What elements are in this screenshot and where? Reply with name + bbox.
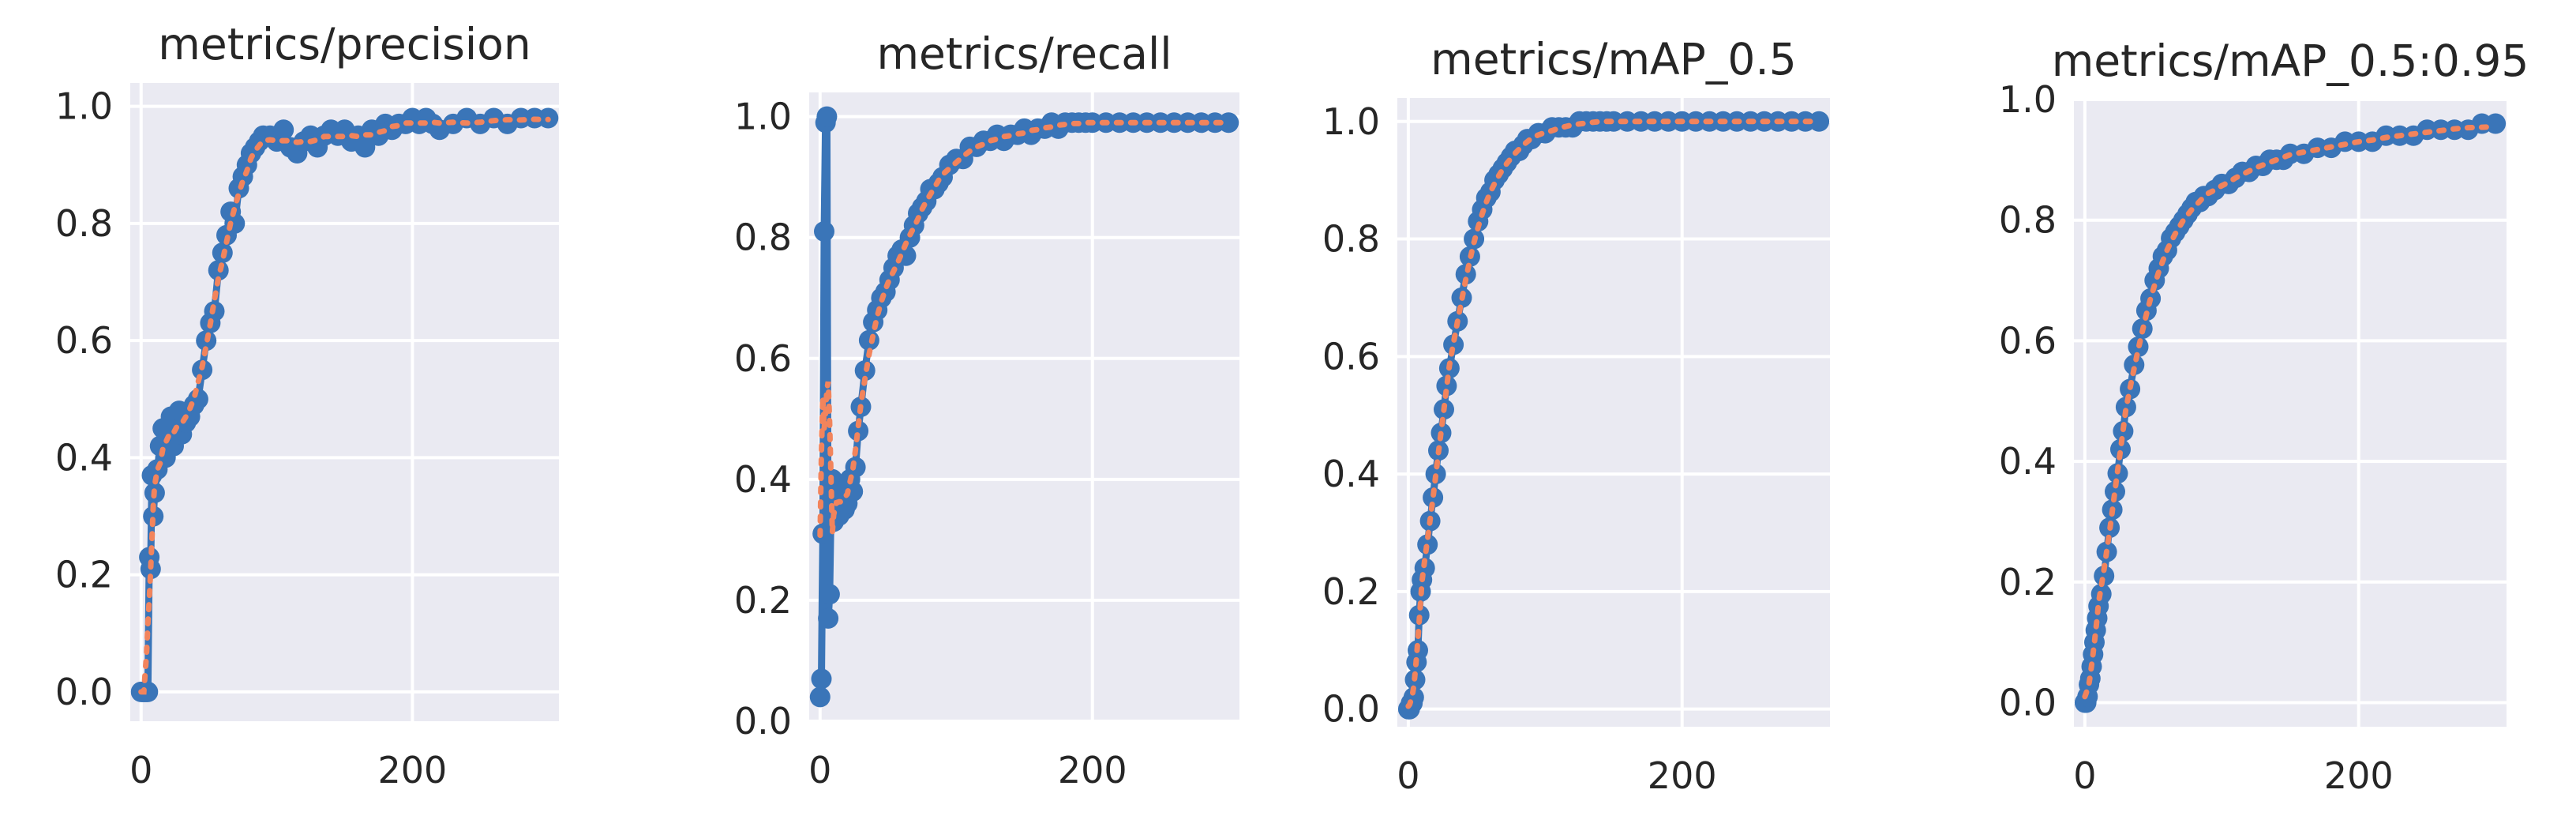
data-point [1443,334,1464,355]
x-tick-label: 200 [1648,754,1717,797]
plot-area [809,92,1239,721]
data-point [354,137,376,158]
smooth-line [817,119,1232,539]
y-tick-label: 0.0 [55,671,113,713]
x-tick-label: 200 [378,749,448,792]
x-tick-label: 0 [1397,754,1419,797]
chart-title-recall: metrics/recall [876,28,1172,79]
y-tick-label: 0.8 [1322,218,1380,261]
data-point [2485,113,2507,134]
map-0.5-0.95-panel: 0.0 0.2 0.4 0.6 0.8 1.0 0 200 metrics/mAP_0.5:0.… [1999,36,2529,797]
plot-area [1397,98,1830,727]
smooth-line [1405,118,1822,709]
data-point [2115,397,2136,418]
y-tick-label: 0.4 [734,458,792,501]
data-point [2124,354,2145,375]
data-point [848,420,869,442]
data-point [814,221,834,242]
y-tick-label: 1.0 [734,96,792,138]
x-tick-label: 200 [2324,754,2394,797]
y-tick-label: 1.0 [1322,100,1380,143]
map-0.5-panel: 0.0 0.2 0.4 0.6 0.8 1.0 0 200 metrics/mAP_0.5 [1322,34,1830,797]
y-tick-label: 1.0 [1999,78,2057,121]
chart-title-map-0.5: metrics/mAP_0.5 [1430,34,1797,85]
y-tick-label: 0.4 [1999,440,2057,483]
data-point [143,506,164,527]
plot-area [2074,100,2507,727]
chart-title-map-0.5-0.95: metrics/mAP_0.5:0.95 [2052,36,2529,86]
x-tick-label: 200 [1058,749,1127,792]
y-tick-label: 0.0 [1999,681,2057,724]
chart-title-precision: metrics/precision [158,19,531,70]
data-point [811,668,832,690]
data-point [1809,111,1830,132]
data-point [1218,112,1239,133]
recall-panel: 0.0 0.2 0.4 0.6 0.8 1.0 0 200 metrics/recall [734,28,1239,792]
data-point [2110,438,2131,460]
x-tick-label: 0 [129,749,152,792]
x-tick-label: 0 [2073,754,2096,797]
data-point [2094,566,2115,587]
data-point [273,119,294,141]
data-point [858,329,879,351]
y-tick-label: 0.2 [55,554,113,596]
y-tick-label: 0.0 [734,700,792,743]
data-point [2105,481,2125,502]
y-tick-label: 0.2 [1322,570,1380,613]
y-tick-label: 0.8 [55,202,113,245]
y-tick-label: 0.2 [734,579,792,622]
precision-panel: 0.0 0.2 0.4 0.6 0.8 1.0 0 200 metrics/precision [55,19,559,792]
data-point [816,106,838,127]
y-tick-label: 0.6 [734,337,792,380]
data-point [809,686,831,708]
y-tick-label: 0.0 [1322,688,1380,731]
y-tick-label: 0.4 [1322,453,1380,495]
y-tick-label: 0.2 [1999,561,2057,604]
data-point [818,607,839,629]
y-tick-label: 1.0 [55,85,113,128]
data-point [1455,264,1476,285]
y-tick-label: 0.8 [734,216,792,259]
y-tick-label: 0.4 [55,436,113,479]
y-tick-label: 0.6 [55,319,113,362]
smooth-line [138,116,551,695]
data-point [819,584,840,605]
y-tick-label: 0.6 [1999,319,2057,362]
data-point [1436,375,1457,397]
smooth-line [2082,123,2499,700]
y-tick-label: 0.6 [1322,335,1380,378]
data-point [137,681,159,702]
y-tick-label: 0.8 [1999,199,2057,242]
x-tick-label: 0 [808,749,831,792]
